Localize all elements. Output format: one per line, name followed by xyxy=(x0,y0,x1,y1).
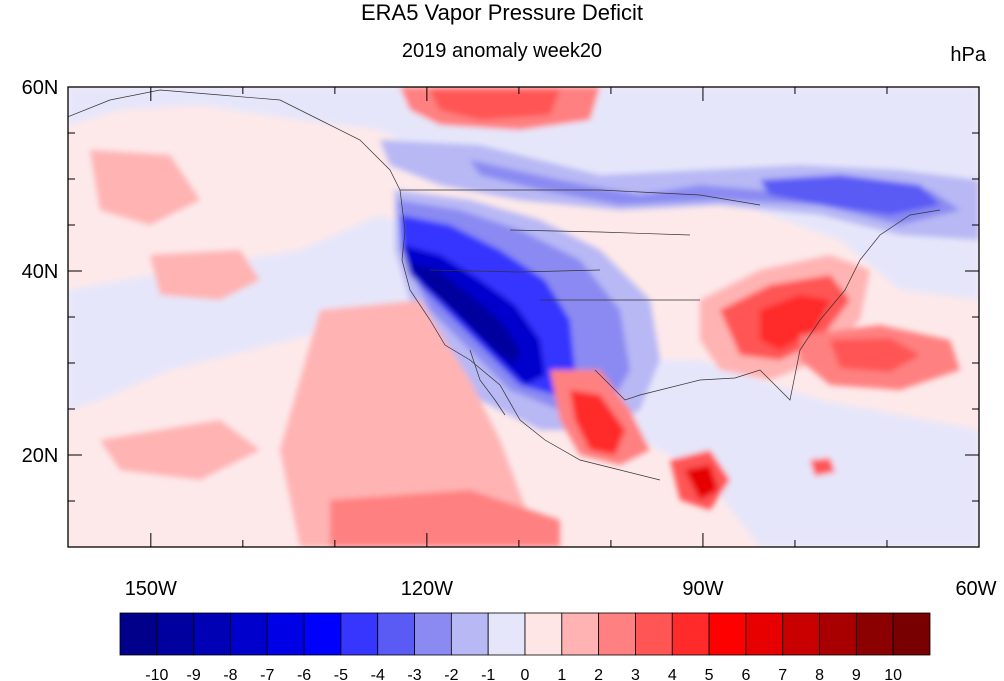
lon-tick-label: 150W xyxy=(125,578,177,600)
field-blue-canada-2 xyxy=(470,160,960,225)
lon-tick-label: 120W xyxy=(401,578,453,600)
field-red-atlantic-small xyxy=(810,458,835,476)
field-red-mexico-core xyxy=(570,390,625,455)
colorbar-swatch xyxy=(855,612,894,656)
field-red-atlantic-core xyxy=(830,338,920,372)
lat-tick-label: 20N xyxy=(22,445,59,467)
field-red-pacific-2 xyxy=(90,150,200,225)
field-red-pacific-1 xyxy=(280,300,540,547)
field-pale-blue-north xyxy=(68,87,979,300)
colorbar-swatch xyxy=(156,612,195,656)
colorbar-label: -4 xyxy=(371,667,385,681)
colorbar-label: -8 xyxy=(223,667,237,681)
colorbar-swatch xyxy=(561,612,600,656)
colorbar-label: 7 xyxy=(778,667,787,681)
map-title: ERA5 Vapor Pressure Deficit xyxy=(360,0,644,25)
colorbar-label: 3 xyxy=(631,667,640,681)
colorbar-swatch xyxy=(635,612,673,656)
colorbar-label: -2 xyxy=(444,667,458,681)
colorbar: -10 -9 -8 -7 -6 -5 -4 -3 -2 -1 0 1 2 3 4 5 6 7 8 9 10 xyxy=(119,612,931,681)
anomaly-field xyxy=(68,87,979,547)
colorbar-label: -9 xyxy=(187,667,201,681)
colorbar-label: 6 xyxy=(741,667,750,681)
field-red-pacific-5 xyxy=(100,420,260,480)
colorbar-swatch xyxy=(450,612,489,656)
colorbar-label: 2 xyxy=(594,667,603,681)
colorbar-label: -6 xyxy=(297,667,311,681)
colorbar-swatch xyxy=(266,612,305,656)
colorbar-swatch xyxy=(671,612,710,656)
colorbar-label: -1 xyxy=(481,667,495,681)
colorbar-label: 9 xyxy=(852,667,861,681)
colorbar-label: -5 xyxy=(334,667,348,681)
colorbar-label: 0 xyxy=(521,667,530,681)
field-pale-blue-pacific xyxy=(68,215,430,410)
lon-tick-label: 60W xyxy=(955,578,996,600)
field-pale-blue-gulf xyxy=(560,360,979,547)
coastlines xyxy=(68,89,941,481)
colorbar-swatch xyxy=(745,612,784,656)
colorbar-swatch xyxy=(782,612,820,656)
colorbar-label: 5 xyxy=(705,667,714,681)
colorbar-swatch xyxy=(303,612,342,656)
colorbar-label: -7 xyxy=(260,667,274,681)
lat-tick-label: 40N xyxy=(22,261,59,283)
colorbar-label: -3 xyxy=(407,667,421,681)
colorbar-swatch xyxy=(340,612,379,656)
colorbar-swatch xyxy=(193,612,231,656)
colorbar-swatch xyxy=(377,612,415,656)
colorbar-label: -10 xyxy=(145,667,168,681)
colorbar-swatch xyxy=(892,612,931,656)
colorbar-label: 10 xyxy=(884,667,902,681)
colorbar-swatch xyxy=(414,612,452,656)
field-red-pacific-4 xyxy=(330,490,560,547)
map-ticks xyxy=(68,86,980,547)
colorbar-swatch xyxy=(487,612,526,656)
field-blue-great-lakes xyxy=(760,175,940,215)
map-subtitle: 2019 anomaly week20 xyxy=(401,40,603,62)
colorbar-label: 8 xyxy=(815,667,824,681)
field-blue-west-darkest xyxy=(408,262,520,365)
units-label: hPa xyxy=(950,44,986,66)
field-red-yucatan-core xyxy=(685,465,718,500)
field-red-pacific-3 xyxy=(150,250,260,300)
colorbar-swatch xyxy=(819,612,857,656)
colorbar-label: 1 xyxy=(557,667,566,681)
lon-tick-label: 90W xyxy=(682,578,723,600)
lat-tick-label: 60N xyxy=(22,77,59,99)
colorbar-swatch xyxy=(598,612,636,656)
field-red-north-core xyxy=(430,90,560,120)
colorbar-swatch xyxy=(708,612,747,656)
colorbar-swatch xyxy=(524,612,563,656)
colorbar-swatch xyxy=(230,612,268,656)
field-red-southeast-core xyxy=(760,295,830,350)
map-tick-labels: 150W 120W 90W 60W 60N 40N 20N xyxy=(22,77,997,600)
colorbar-label: 4 xyxy=(668,667,677,681)
colorbar-swatch xyxy=(119,612,158,656)
